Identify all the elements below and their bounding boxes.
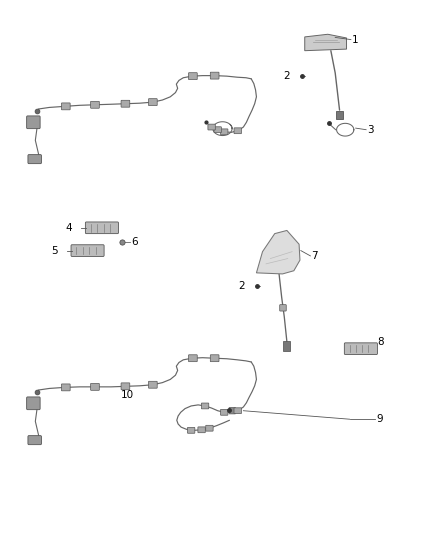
FancyBboxPatch shape xyxy=(61,103,70,110)
FancyBboxPatch shape xyxy=(71,245,104,256)
FancyBboxPatch shape xyxy=(214,127,221,133)
FancyBboxPatch shape xyxy=(234,408,241,414)
FancyBboxPatch shape xyxy=(91,101,99,108)
FancyBboxPatch shape xyxy=(148,99,157,106)
FancyBboxPatch shape xyxy=(121,383,130,390)
FancyBboxPatch shape xyxy=(61,384,70,391)
Polygon shape xyxy=(305,34,346,51)
FancyBboxPatch shape xyxy=(121,100,130,107)
FancyBboxPatch shape xyxy=(208,124,215,130)
FancyBboxPatch shape xyxy=(28,155,42,164)
Text: 10: 10 xyxy=(121,390,134,400)
FancyBboxPatch shape xyxy=(188,355,197,362)
FancyBboxPatch shape xyxy=(198,427,205,433)
Text: 2: 2 xyxy=(238,281,245,291)
FancyBboxPatch shape xyxy=(148,381,157,388)
FancyBboxPatch shape xyxy=(229,408,236,414)
Polygon shape xyxy=(256,230,300,274)
Bar xyxy=(283,341,290,351)
Text: 5: 5 xyxy=(51,246,58,256)
Text: 4: 4 xyxy=(65,223,72,233)
FancyBboxPatch shape xyxy=(344,343,378,354)
FancyBboxPatch shape xyxy=(210,355,219,362)
FancyBboxPatch shape xyxy=(210,72,219,79)
FancyBboxPatch shape xyxy=(206,425,213,431)
FancyBboxPatch shape xyxy=(280,305,286,311)
FancyBboxPatch shape xyxy=(28,435,42,445)
Text: 9: 9 xyxy=(377,414,383,424)
Text: 1: 1 xyxy=(352,35,358,45)
FancyBboxPatch shape xyxy=(91,383,99,390)
FancyBboxPatch shape xyxy=(85,222,118,233)
Text: 6: 6 xyxy=(131,237,138,247)
Text: 3: 3 xyxy=(367,125,374,135)
Text: 8: 8 xyxy=(378,337,384,348)
FancyBboxPatch shape xyxy=(188,72,197,79)
Bar xyxy=(336,111,343,119)
FancyBboxPatch shape xyxy=(201,403,209,409)
FancyBboxPatch shape xyxy=(234,128,241,134)
FancyBboxPatch shape xyxy=(27,116,40,128)
FancyBboxPatch shape xyxy=(187,427,195,433)
Text: 7: 7 xyxy=(311,251,318,261)
FancyBboxPatch shape xyxy=(27,397,40,410)
Text: 2: 2 xyxy=(283,70,290,80)
FancyBboxPatch shape xyxy=(220,129,228,135)
FancyBboxPatch shape xyxy=(220,409,228,415)
